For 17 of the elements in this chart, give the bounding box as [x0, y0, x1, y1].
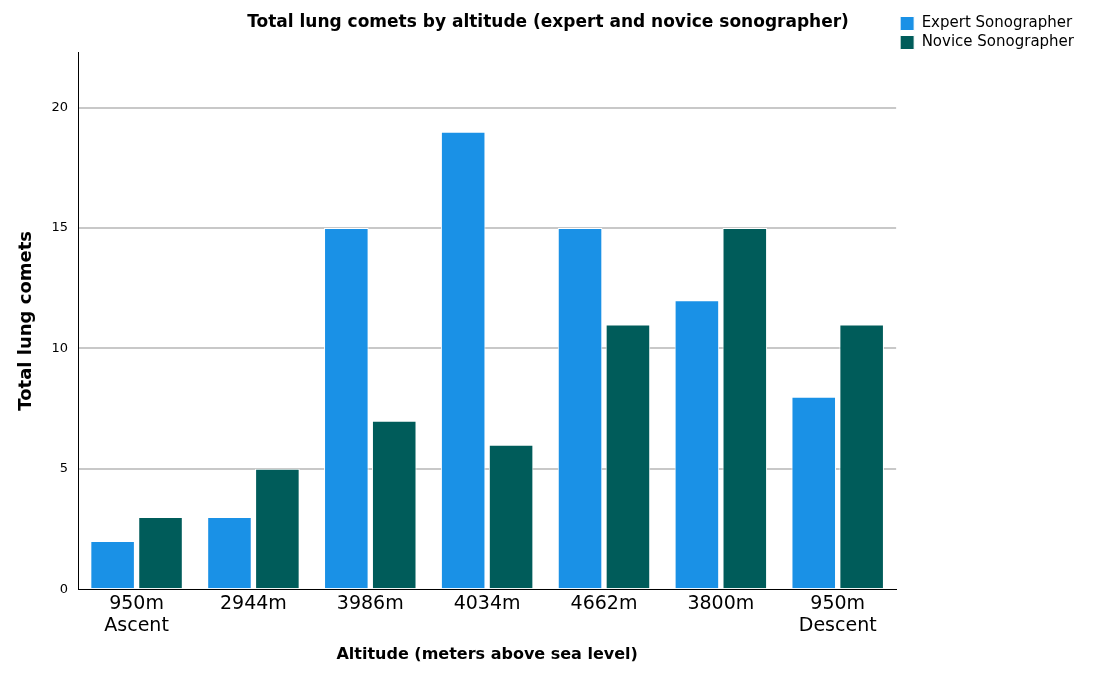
- y-tick-label: 5: [59, 460, 69, 476]
- x-tick-label: 3986m: [336, 590, 404, 613]
- chart-title: Total lung comets by altitude (expert and novice sonographer): [247, 10, 849, 31]
- y-tick-label: 15: [51, 219, 69, 235]
- y-axis-title: Total lung comets: [14, 230, 36, 411]
- x-tick-label: 950m Descent: [798, 590, 877, 636]
- x-tick-label: 4034m: [453, 590, 521, 613]
- x-tick-label: 950m Ascent: [104, 590, 169, 636]
- y-tick-label: 10: [51, 339, 69, 355]
- legend-label: Novice Sonographer: [921, 32, 1075, 51]
- x-axis-title: Altitude (meters above sea level): [336, 643, 638, 663]
- y-tick-label: 0: [59, 580, 69, 596]
- x-tick-label: 2944m: [219, 590, 287, 613]
- x-tick-label: 4662m: [570, 590, 638, 613]
- legend-label: Expert Sonographer: [921, 13, 1074, 32]
- x-tick-label: 3800m: [687, 590, 755, 613]
- y-tick-label: 20: [51, 99, 69, 115]
